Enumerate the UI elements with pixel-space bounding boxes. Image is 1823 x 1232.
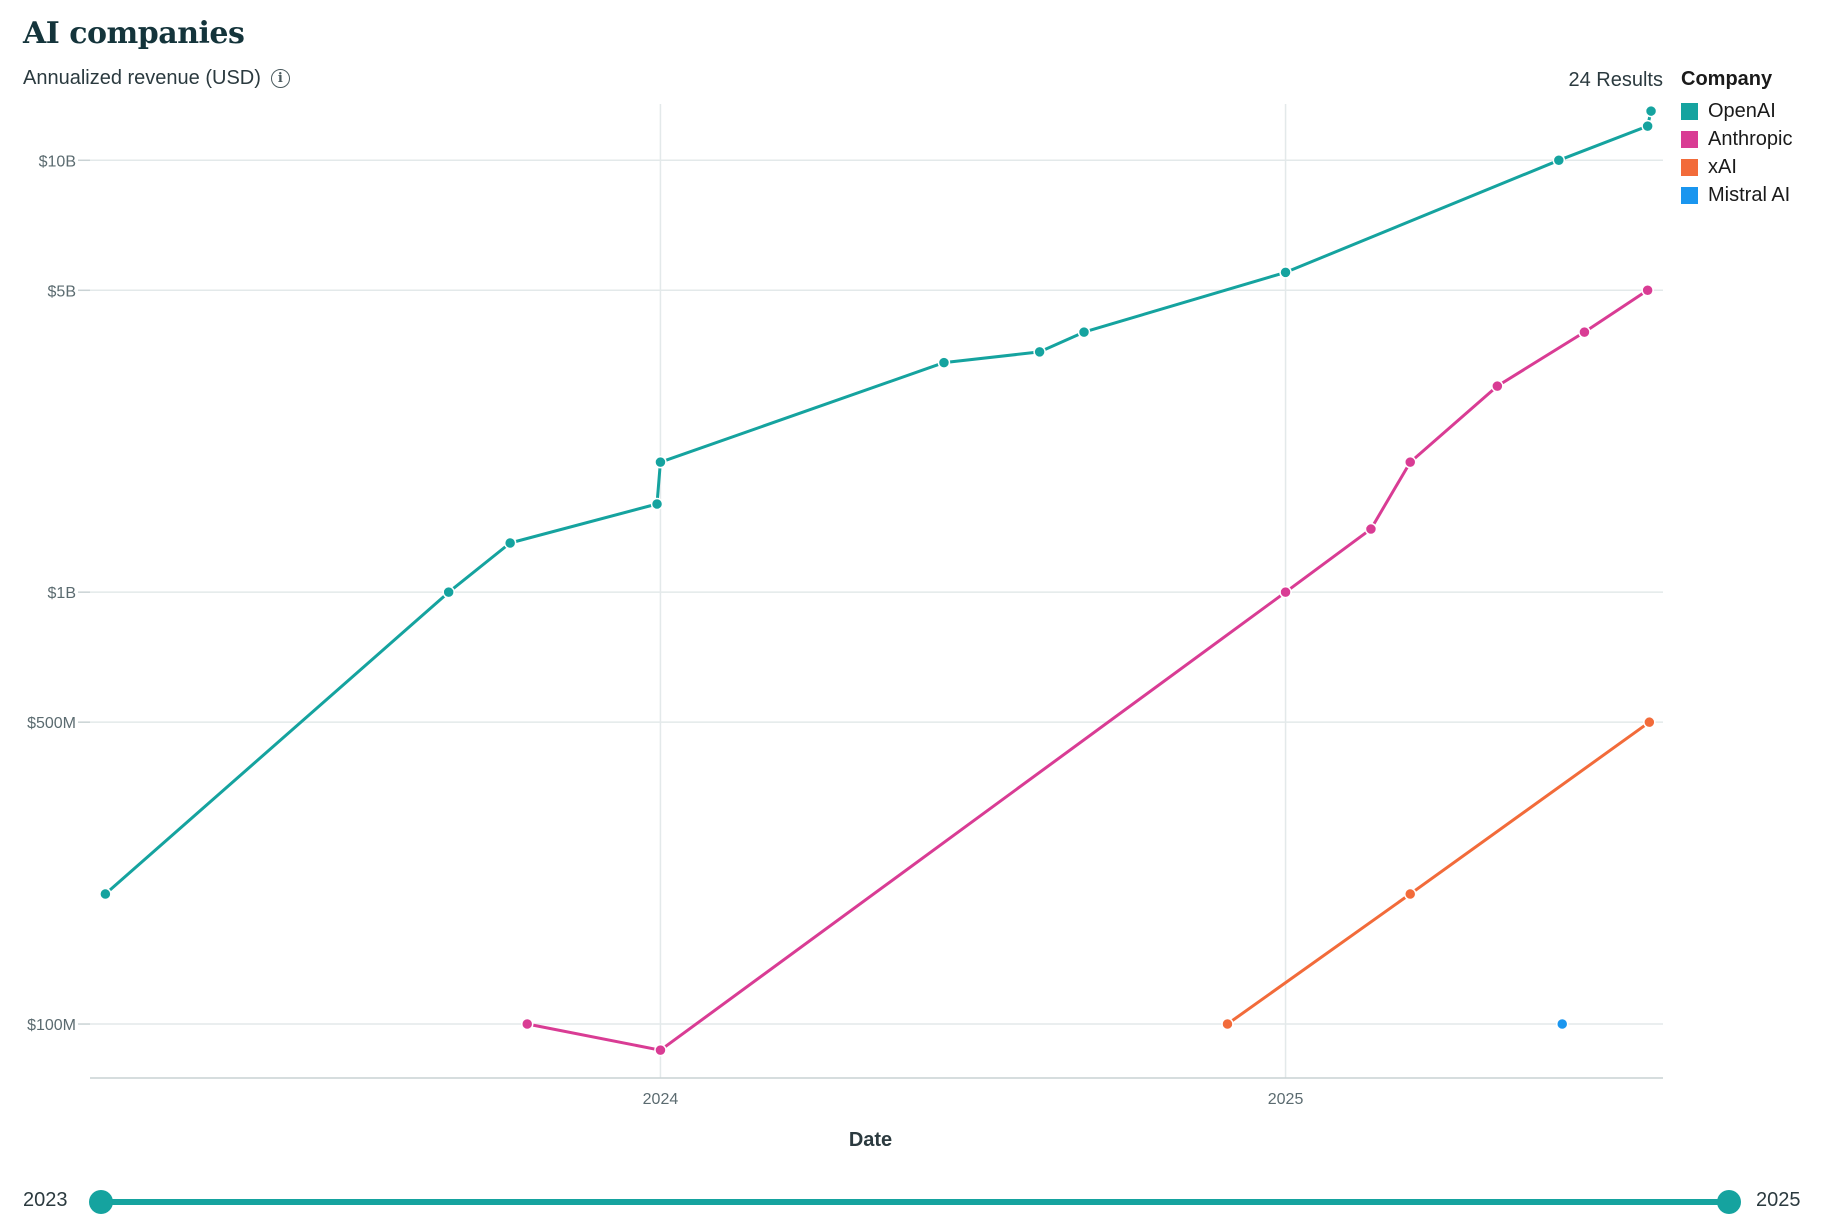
data-point-xai (1221, 1017, 1234, 1031)
data-point-openai (99, 887, 112, 901)
data-point-openai (937, 356, 951, 369)
legend-swatch-anthropic (1681, 130, 1698, 148)
data-point-xai (1403, 887, 1417, 901)
series-line-xai (1226, 720, 1651, 1026)
data-point-anthropic (654, 1043, 667, 1057)
slider-start-label: 2023 (23, 1189, 68, 1211)
y-tick-label: $5B (48, 283, 76, 300)
legend-swatch-openai (1681, 102, 1698, 120)
data-point-xai (1643, 715, 1656, 729)
legend-item-xai[interactable]: xAI (1681, 153, 1793, 181)
data-point-anthropic (520, 1017, 534, 1031)
legend-swatch-mistral (1681, 186, 1698, 204)
data-point-anthropic (1578, 325, 1591, 339)
legend-label-xai: xAI (1708, 155, 1737, 178)
slider-start-handle[interactable] (89, 1190, 113, 1214)
data-point-openai (1077, 325, 1091, 339)
legend-swatch-xai (1681, 158, 1698, 176)
data-point-anthropic (1403, 455, 1417, 469)
slider-end-handle[interactable] (1717, 1190, 1741, 1214)
data-point-anthropic (1641, 284, 1654, 297)
series-line-anthropic (526, 289, 1649, 1052)
legend-item-mistral[interactable]: Mistral AI (1681, 181, 1793, 209)
slider-end-label: 2025 (1756, 1189, 1801, 1211)
y-tick-label: $500M (27, 715, 76, 732)
data-point-anthropic (1491, 379, 1504, 393)
data-point-openai (1033, 345, 1046, 359)
legend-label-anthropic: Anthropic (1708, 127, 1793, 150)
legend-label-openai: OpenAI (1708, 99, 1776, 122)
y-tick-label: $1B (48, 585, 76, 602)
data-point-openai (1644, 104, 1658, 118)
info-icon[interactable]: i (270, 69, 290, 88)
data-point-openai (1279, 266, 1292, 279)
legend-item-openai[interactable]: OpenAI (1681, 97, 1793, 125)
x-tick-label: 2025 (1268, 1091, 1304, 1108)
data-point-openai (654, 455, 667, 469)
legend-item-anthropic[interactable]: Anthropic (1681, 125, 1793, 153)
legend-title: Company (1681, 68, 1773, 90)
series-line-openai (104, 110, 1653, 896)
chart-title: AI companies (23, 16, 245, 51)
y-tick-label: $100M (27, 1017, 76, 1034)
results-count: 24 Results (1568, 69, 1664, 91)
data-point-openai (1552, 154, 1566, 167)
y-tick-label: $10B (39, 153, 76, 170)
data-point-anthropic (1279, 585, 1292, 599)
x-axis-title: Date (849, 1129, 892, 1151)
x-tick-label: 2024 (643, 1091, 679, 1108)
legend-label-mistral: Mistral AI (1708, 183, 1791, 206)
chart-subtitle: Annualized revenue (USD) (23, 67, 261, 89)
data-point-openai (1641, 119, 1654, 133)
data-point-openai (442, 585, 455, 599)
data-point-anthropic (1364, 522, 1378, 536)
data-point-openai (503, 536, 517, 550)
data-point-openai (650, 497, 664, 511)
data-point-mistral-ai (1555, 1017, 1569, 1031)
legend: Company OpenAI Anthropic xAI Mistral AI (1681, 68, 1793, 209)
chart-plot: $100M $500M $1B $5B $10B 2024 2025 Date (27, 104, 1663, 1151)
date-range-slider-track[interactable] (100, 1199, 1730, 1205)
chart-subtitle-row: Annualized revenue (USD) i (23, 67, 290, 90)
